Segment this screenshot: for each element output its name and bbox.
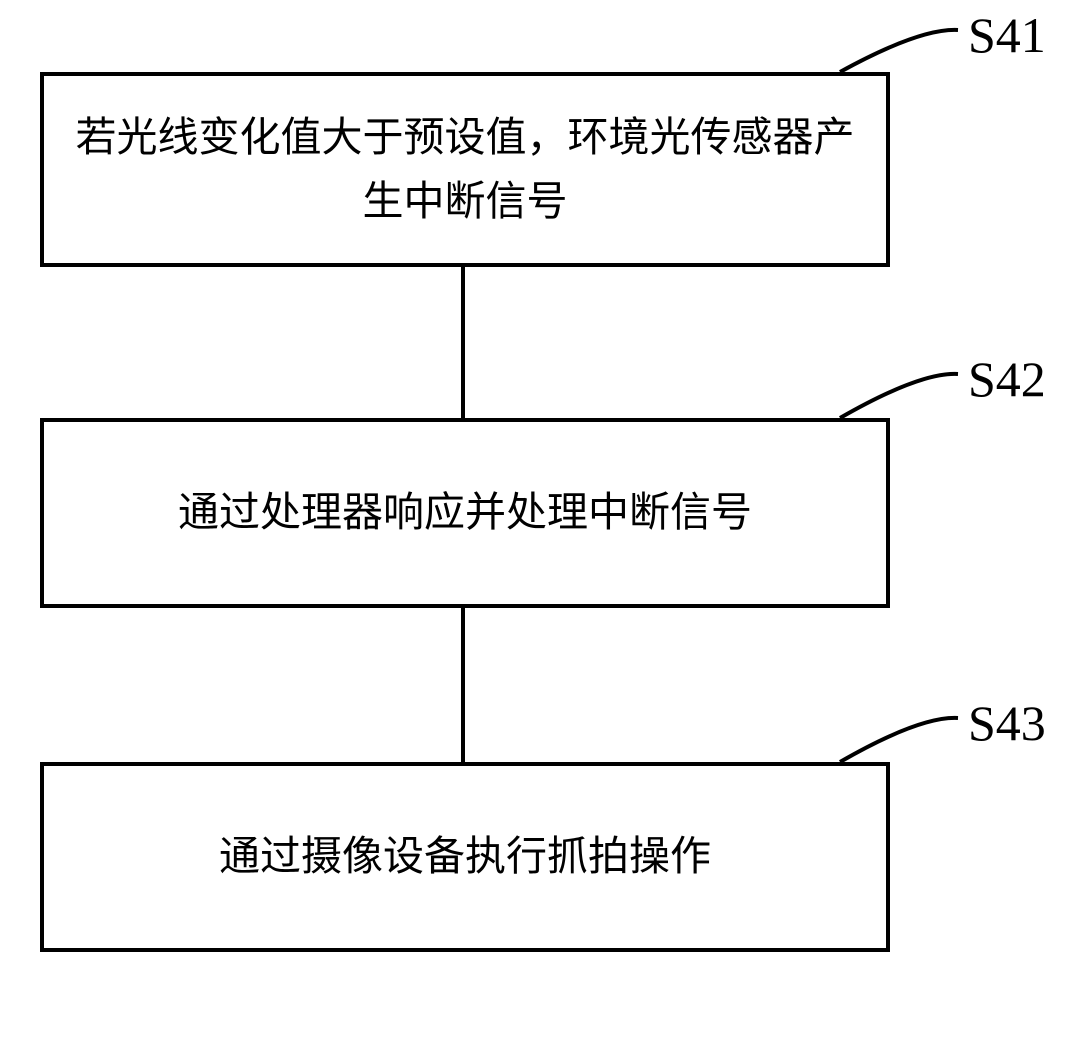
flow-step-s42-text: 通过处理器响应并处理中断信号: [150, 481, 780, 545]
step-label-s41: S41: [968, 6, 1046, 64]
connector-s42-s43: [461, 608, 465, 762]
flow-step-s43: 通过摄像设备执行抓拍操作: [40, 762, 890, 952]
flow-step-s41-text: 若光线变化值大于预设值，环境光传感器产生中断信号: [44, 106, 886, 233]
callout-s43: [830, 706, 968, 772]
flow-step-s43-text: 通过摄像设备执行抓拍操作: [191, 825, 739, 889]
connector-s41-s42: [461, 267, 465, 418]
step-label-s43: S43: [968, 694, 1046, 752]
callout-s41: [830, 18, 968, 82]
flow-step-s42: 通过处理器响应并处理中断信号: [40, 418, 890, 608]
flow-step-s41: 若光线变化值大于预设值，环境光传感器产生中断信号: [40, 72, 890, 267]
callout-s42: [830, 362, 968, 428]
step-label-s42: S42: [968, 350, 1046, 408]
